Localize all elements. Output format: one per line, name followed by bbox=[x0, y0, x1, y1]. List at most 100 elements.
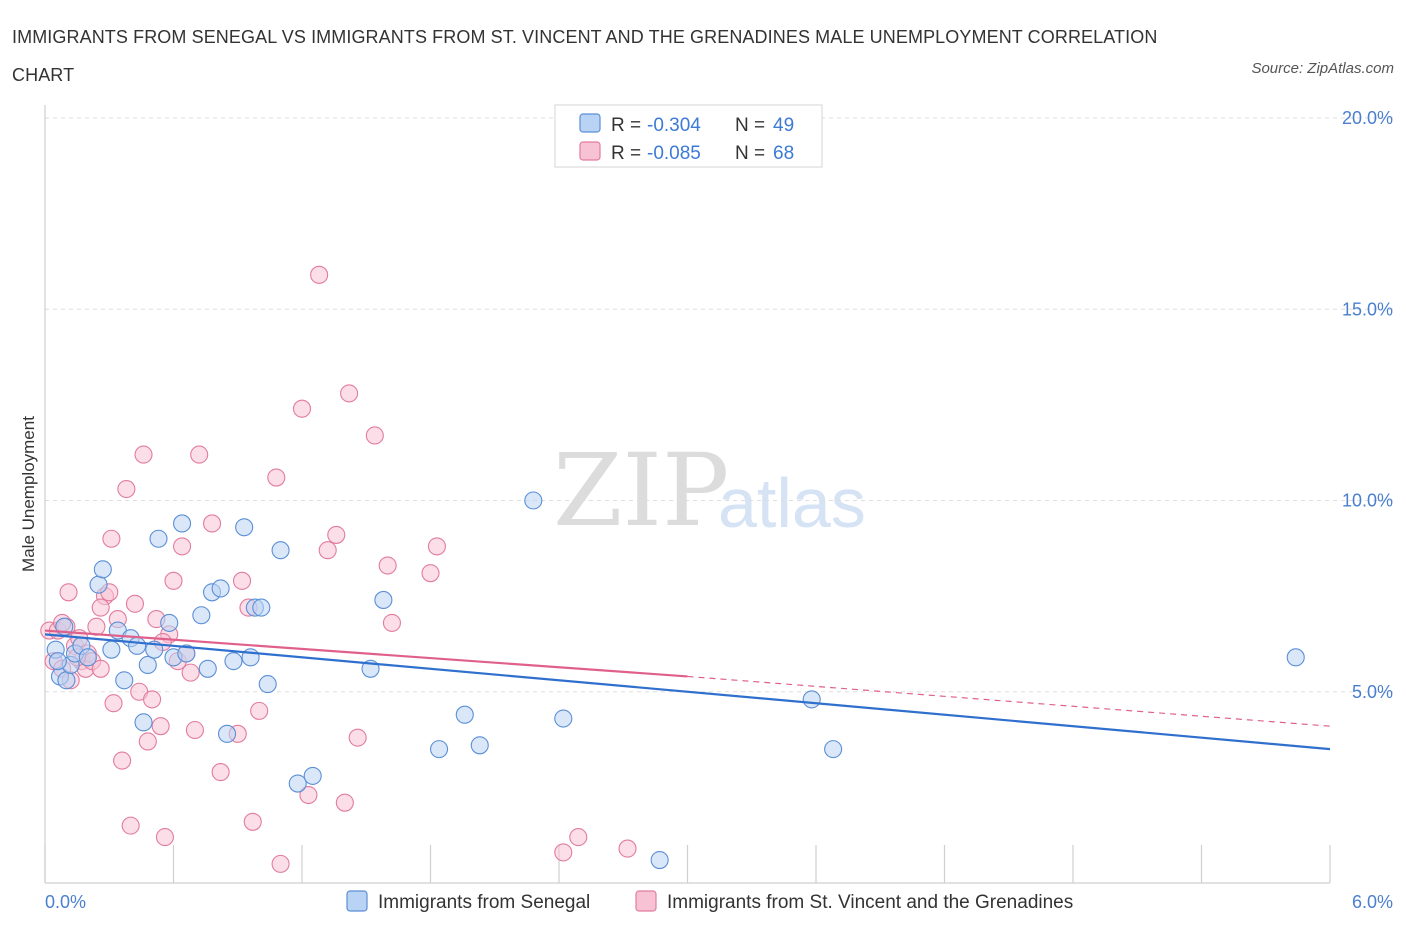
data-point-st-vincent bbox=[340, 384, 359, 403]
correlation-legend: R = -0.304 N = 49 R = -0.085 N = 68 bbox=[554, 104, 823, 168]
data-point-st-vincent bbox=[181, 663, 200, 682]
data-point-senegal bbox=[288, 774, 307, 793]
data-point-st-vincent bbox=[299, 785, 318, 805]
data-point-st-vincent bbox=[121, 816, 140, 835]
data-point-st-vincent bbox=[125, 594, 144, 613]
series-legend-label-senegal: Immigrants from Senegal bbox=[378, 892, 590, 913]
data-point-st-vincent bbox=[427, 537, 446, 556]
data-point-senegal bbox=[138, 655, 157, 675]
data-point-senegal bbox=[57, 671, 76, 690]
legend-n-value-senegal: 49 bbox=[773, 115, 794, 136]
data-point-st-vincent bbox=[554, 843, 573, 862]
data-point-st-vincent bbox=[113, 751, 132, 770]
trend-line-st-vincent-extension bbox=[687, 675, 1331, 727]
data-point-st-vincent bbox=[318, 541, 337, 560]
legend-r-label-st-vincent: R = bbox=[611, 143, 641, 164]
x-tick-label-min: 0.0% bbox=[45, 892, 86, 912]
data-point-st-vincent bbox=[185, 720, 204, 740]
data-point-senegal bbox=[524, 491, 543, 510]
data-point-senegal bbox=[102, 640, 121, 659]
legend-r-value-st-vincent: -0.085 bbox=[647, 143, 701, 164]
legend-swatch-st-vincent bbox=[579, 141, 601, 161]
data-point-st-vincent bbox=[243, 812, 262, 831]
x-tick-label-max: 6.0% bbox=[1352, 892, 1393, 912]
data-point-senegal bbox=[235, 518, 254, 537]
data-point-st-vincent bbox=[618, 839, 637, 858]
data-point-senegal bbox=[115, 671, 134, 690]
data-point-st-vincent bbox=[335, 793, 354, 812]
data-point-st-vincent bbox=[134, 445, 153, 464]
data-point-senegal bbox=[430, 740, 449, 759]
data-point-senegal bbox=[455, 705, 474, 724]
data-point-st-vincent bbox=[91, 598, 110, 617]
data-point-st-vincent bbox=[138, 732, 157, 751]
data-point-senegal bbox=[192, 606, 211, 625]
data-point-st-vincent bbox=[151, 717, 170, 736]
x-axis-ticks bbox=[44, 845, 1331, 883]
data-point-senegal bbox=[149, 529, 168, 548]
legend-swatch-senegal bbox=[579, 113, 601, 133]
data-point-st-vincent bbox=[173, 537, 192, 556]
legend-r-value-senegal: -0.304 bbox=[647, 115, 701, 136]
data-point-senegal bbox=[78, 648, 97, 667]
data-point-senegal bbox=[650, 850, 669, 870]
data-point-st-vincent bbox=[250, 701, 269, 720]
data-point-st-vincent bbox=[569, 828, 588, 847]
data-point-senegal bbox=[128, 636, 147, 655]
legend-n-value-st-vincent: 68 bbox=[773, 143, 794, 164]
points-st-vincent bbox=[40, 265, 637, 873]
data-point-senegal bbox=[374, 590, 393, 610]
data-point-senegal bbox=[224, 652, 243, 671]
data-point-st-vincent bbox=[271, 854, 290, 873]
y-tick-label: 5.0% bbox=[1352, 682, 1393, 702]
data-point-senegal bbox=[160, 613, 179, 632]
y-tick-label: 20.0% bbox=[1342, 108, 1393, 128]
data-point-st-vincent bbox=[155, 828, 174, 847]
data-point-st-vincent bbox=[365, 426, 384, 445]
series-legend-swatch-st-vincent bbox=[635, 890, 657, 912]
data-point-st-vincent bbox=[117, 479, 136, 499]
data-point-senegal bbox=[271, 541, 290, 560]
data-point-senegal bbox=[802, 690, 821, 709]
data-point-st-vincent bbox=[164, 571, 183, 590]
data-point-senegal bbox=[258, 675, 277, 694]
series-legend: Immigrants from Senegal Immigrants from … bbox=[346, 890, 1073, 913]
y-axis-label: Male Unemployment bbox=[19, 416, 38, 572]
data-point-senegal bbox=[177, 644, 196, 663]
watermark-zip: ZIP bbox=[553, 432, 729, 549]
data-point-senegal bbox=[48, 652, 67, 671]
y-tick-label: 10.0% bbox=[1342, 491, 1393, 511]
data-point-st-vincent bbox=[292, 399, 312, 418]
data-point-senegal bbox=[93, 560, 112, 579]
data-point-senegal bbox=[89, 575, 108, 594]
legend-n-label-st-vincent: N = bbox=[735, 143, 765, 164]
data-point-senegal bbox=[824, 740, 843, 759]
series-legend-swatch-senegal bbox=[346, 890, 368, 912]
data-point-senegal bbox=[211, 579, 230, 598]
data-point-senegal bbox=[252, 598, 271, 617]
source-label: Source: ZipAtlas.com bbox=[1251, 60, 1394, 77]
trend-line-senegal bbox=[44, 633, 1331, 751]
data-point-senegal bbox=[134, 713, 153, 732]
data-point-st-vincent bbox=[104, 694, 123, 713]
series-legend-label-st-vincent: Immigrants from St. Vincent and the Gren… bbox=[667, 892, 1073, 913]
data-point-st-vincent bbox=[310, 265, 329, 284]
data-point-senegal bbox=[1286, 648, 1305, 667]
data-point-st-vincent bbox=[91, 659, 110, 678]
data-point-senegal bbox=[173, 514, 192, 533]
data-point-st-vincent bbox=[59, 583, 78, 602]
y-tick-label: 15.0% bbox=[1342, 299, 1393, 319]
trend-lines bbox=[44, 629, 1331, 751]
data-point-st-vincent bbox=[190, 445, 209, 464]
legend-r-label-senegal: R = bbox=[611, 115, 641, 136]
data-point-st-vincent bbox=[102, 529, 121, 548]
data-point-st-vincent bbox=[348, 728, 367, 747]
points-senegal bbox=[46, 491, 1305, 870]
watermark-atlas: atlas bbox=[718, 464, 866, 542]
data-point-st-vincent bbox=[143, 690, 162, 709]
chart-title: IMMIGRANTS FROM SENEGAL VS IMMIGRANTS FR… bbox=[12, 27, 1158, 85]
data-point-st-vincent bbox=[211, 763, 230, 782]
data-point-st-vincent bbox=[327, 525, 346, 544]
y-tick-labels: 5.0% 10.0% 15.0% 20.0% bbox=[1342, 108, 1393, 702]
